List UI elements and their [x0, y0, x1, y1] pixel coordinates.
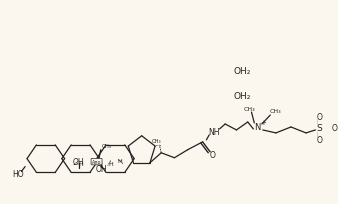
Text: H: H	[108, 161, 113, 166]
Text: OH: OH	[95, 164, 107, 173]
Text: N: N	[254, 123, 260, 132]
Text: CH₃: CH₃	[270, 108, 282, 113]
Text: ...: ...	[154, 139, 162, 148]
Text: OH₂: OH₂	[234, 67, 251, 76]
Text: O: O	[316, 136, 322, 145]
Text: NH: NH	[208, 128, 220, 137]
Text: O: O	[316, 112, 322, 121]
Text: CH₃: CH₃	[152, 139, 161, 144]
Text: OH: OH	[73, 157, 84, 166]
Text: CH₃: CH₃	[102, 143, 112, 149]
Text: H: H	[78, 161, 83, 166]
Text: O: O	[210, 151, 216, 160]
Text: •: •	[337, 120, 338, 126]
Text: Ало: Ало	[92, 159, 101, 164]
Text: +: +	[261, 119, 267, 125]
Text: OH₂: OH₂	[234, 91, 251, 100]
Text: H: H	[118, 158, 122, 163]
Text: HO: HO	[12, 169, 23, 178]
Text: CH₃: CH₃	[244, 106, 256, 111]
Text: S: S	[316, 124, 322, 133]
Text: O: O	[331, 124, 337, 133]
